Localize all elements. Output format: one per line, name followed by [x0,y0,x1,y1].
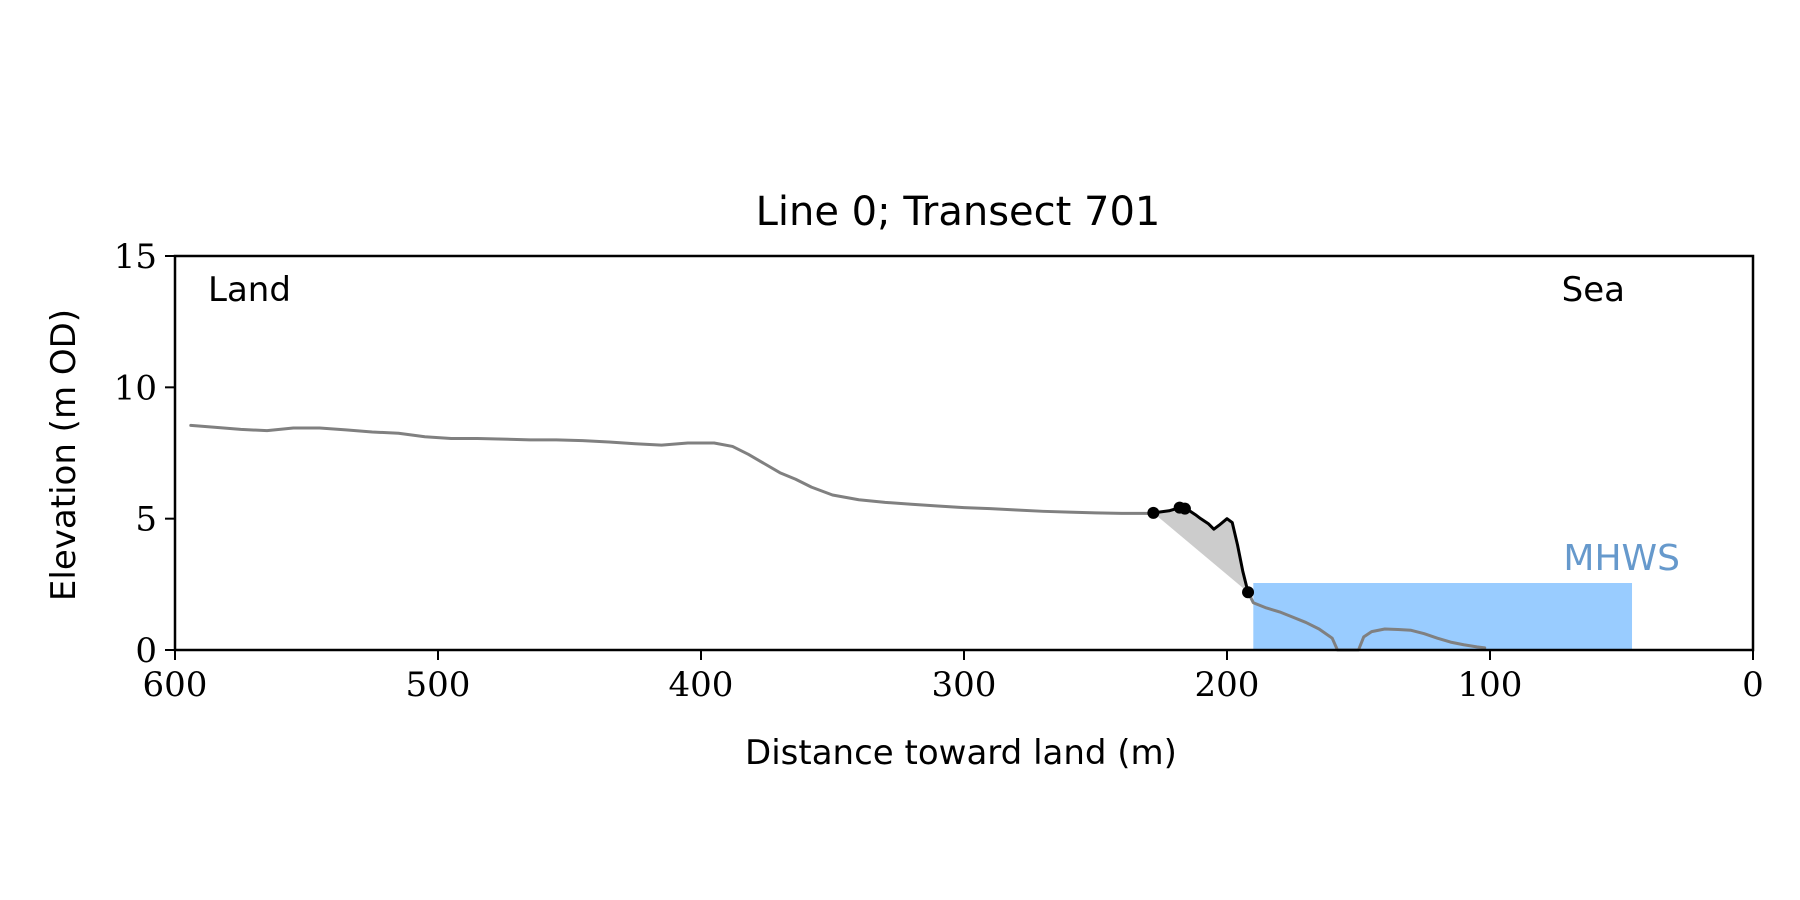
chart-title: Line 0; Transect 701 [756,189,1161,235]
x-tick-label: 400 [669,665,734,705]
feature-marker [1178,502,1191,515]
y-tick-label: 5 [135,500,157,540]
y-axis-label: Elevation (m OD) [44,309,84,601]
profile-line-landward [189,423,1155,515]
x-tick-label: 0 [1742,665,1764,705]
plot-area: 600 500 400 300 200 100 0 0 5 10 15 [114,237,1764,705]
sea-annotation: Sea [1562,270,1625,310]
x-axis-label: Distance toward land (m) [745,733,1177,773]
y-tick-label: 0 [135,631,157,671]
x-tick-label: 100 [1458,665,1523,705]
y-tick-label: 15 [114,237,157,277]
y-tick-label: 10 [114,368,157,408]
x-tick-label: 600 [143,665,208,705]
x-tick-label: 300 [932,665,997,705]
feature-marker [1242,586,1255,599]
profile-line-seaward [1246,590,1487,652]
x-tick-label: 200 [1195,665,1260,705]
feature-marker [1147,506,1160,519]
land-annotation: Land [208,270,291,310]
shaded-feature-area [1153,507,1249,593]
x-tick-label: 500 [406,665,471,705]
mhws-annotation: MHWS [1563,538,1680,579]
